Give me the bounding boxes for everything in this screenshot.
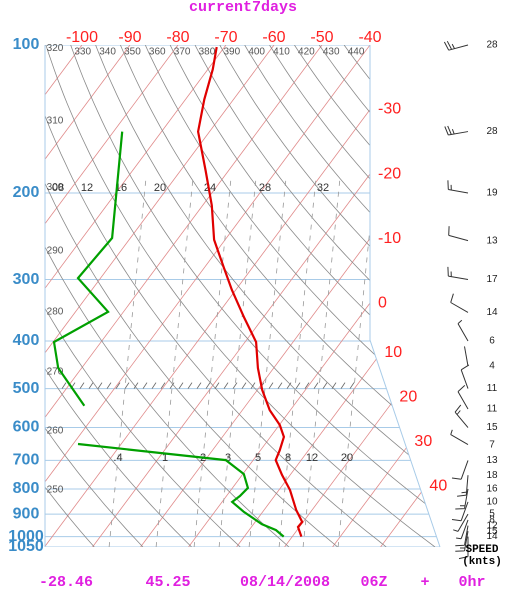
theta-label: 390: [223, 47, 240, 58]
wind-speed-label: 16: [486, 484, 498, 495]
y-tick-label: 600: [13, 419, 40, 436]
theta-label: 370: [174, 47, 191, 58]
temp-tick-label: -70: [214, 29, 237, 46]
y-tick-label: 400: [13, 332, 40, 349]
temp-tick-label: -50: [310, 29, 333, 46]
temp-tick-label: 10: [384, 344, 402, 361]
y-tick-label: 300: [13, 271, 40, 288]
temp-tick-label: 20: [399, 389, 417, 406]
theta-label: 290: [47, 245, 64, 256]
y-tick-label: 800: [13, 480, 40, 497]
wind-speed-label: 4: [489, 361, 495, 372]
theta-label: 280: [47, 307, 64, 318]
wind-speed-label: 28: [486, 126, 498, 137]
temp-tick-label: -40: [358, 29, 381, 46]
mixing-label: 08: [52, 182, 64, 194]
theta-label: 440: [348, 47, 365, 58]
temp-tick-label: -90: [118, 29, 141, 46]
mixing-label: 5: [255, 452, 261, 464]
temp-tick-label: -30: [378, 101, 401, 118]
wind-speed-label: 11: [487, 383, 498, 394]
theta-label: 320: [47, 43, 64, 54]
y-tick-label: 500: [13, 380, 40, 397]
footer-lon: 45.25: [145, 574, 190, 591]
theta-label: 310: [47, 116, 64, 127]
theta-label: 420: [298, 47, 315, 58]
mixing-label: .4: [113, 452, 122, 464]
theta-label: 250: [47, 484, 64, 495]
mixing-label: 20: [341, 452, 353, 464]
wind-speed-label: 15: [486, 422, 498, 433]
footer-lat: -28.46: [39, 574, 93, 591]
y-tick-label: 200: [13, 184, 40, 201]
footer-offset: 0hr: [458, 574, 485, 591]
temp-tick-label: -10: [378, 230, 401, 247]
wind-speed-label: 10: [486, 497, 498, 508]
wind-speed-label: 7: [489, 439, 495, 450]
chart-title: current7days: [189, 0, 297, 16]
temp-tick-label: -80: [166, 29, 189, 46]
temp-tick-label: -60: [262, 29, 285, 46]
theta-label: 400: [248, 47, 265, 58]
wind-speed-label: 17: [486, 274, 498, 285]
temp-tick-label: -100: [66, 29, 98, 46]
theta-label: 330: [74, 47, 91, 58]
temp-tick-label: 0: [378, 294, 387, 311]
wind-speed-label: 11: [487, 404, 498, 415]
mixing-label: 32: [317, 182, 329, 194]
wind-speed-label: 19: [486, 188, 498, 199]
footer-date: 08/14/2008: [240, 574, 330, 591]
mixing-label: 12: [306, 452, 318, 464]
wind-speed-label: 14: [486, 307, 498, 318]
mixing-label: 28: [259, 182, 271, 194]
footer-sign: +: [420, 574, 429, 591]
wind-speed-label: 28: [486, 40, 498, 51]
y-tick-label: 700: [13, 452, 40, 469]
wind-speed-label: 13: [486, 235, 498, 246]
wind-speed-label: 13: [486, 455, 498, 466]
theta-label: 340: [99, 47, 116, 58]
theta-label: 410: [273, 47, 290, 58]
temp-tick-label: -20: [378, 165, 401, 182]
y-tick-label: 1050: [8, 538, 44, 555]
wind-speed-label: 6: [489, 336, 495, 347]
theta-label: 380: [199, 47, 216, 58]
mixing-label: 12: [81, 182, 93, 194]
theta-label: 430: [323, 47, 340, 58]
mixing-label: 8: [285, 452, 291, 464]
theta-label: 350: [124, 47, 141, 58]
theta-label: 360: [149, 47, 166, 58]
y-tick-label: 100: [13, 36, 40, 53]
temp-tick-label: 30: [414, 433, 432, 450]
footer-time: 06Z: [360, 574, 387, 591]
wind-speed-label: 18: [486, 470, 498, 481]
mixing-label: 20: [154, 182, 166, 194]
theta-label: 260: [47, 426, 64, 437]
speed-units: (knts): [462, 556, 502, 568]
temp-tick-label: 40: [429, 477, 447, 494]
speed-header: SPEED: [465, 544, 498, 556]
y-tick-label: 900: [13, 505, 40, 522]
wind-speed-label: 14: [486, 531, 498, 542]
